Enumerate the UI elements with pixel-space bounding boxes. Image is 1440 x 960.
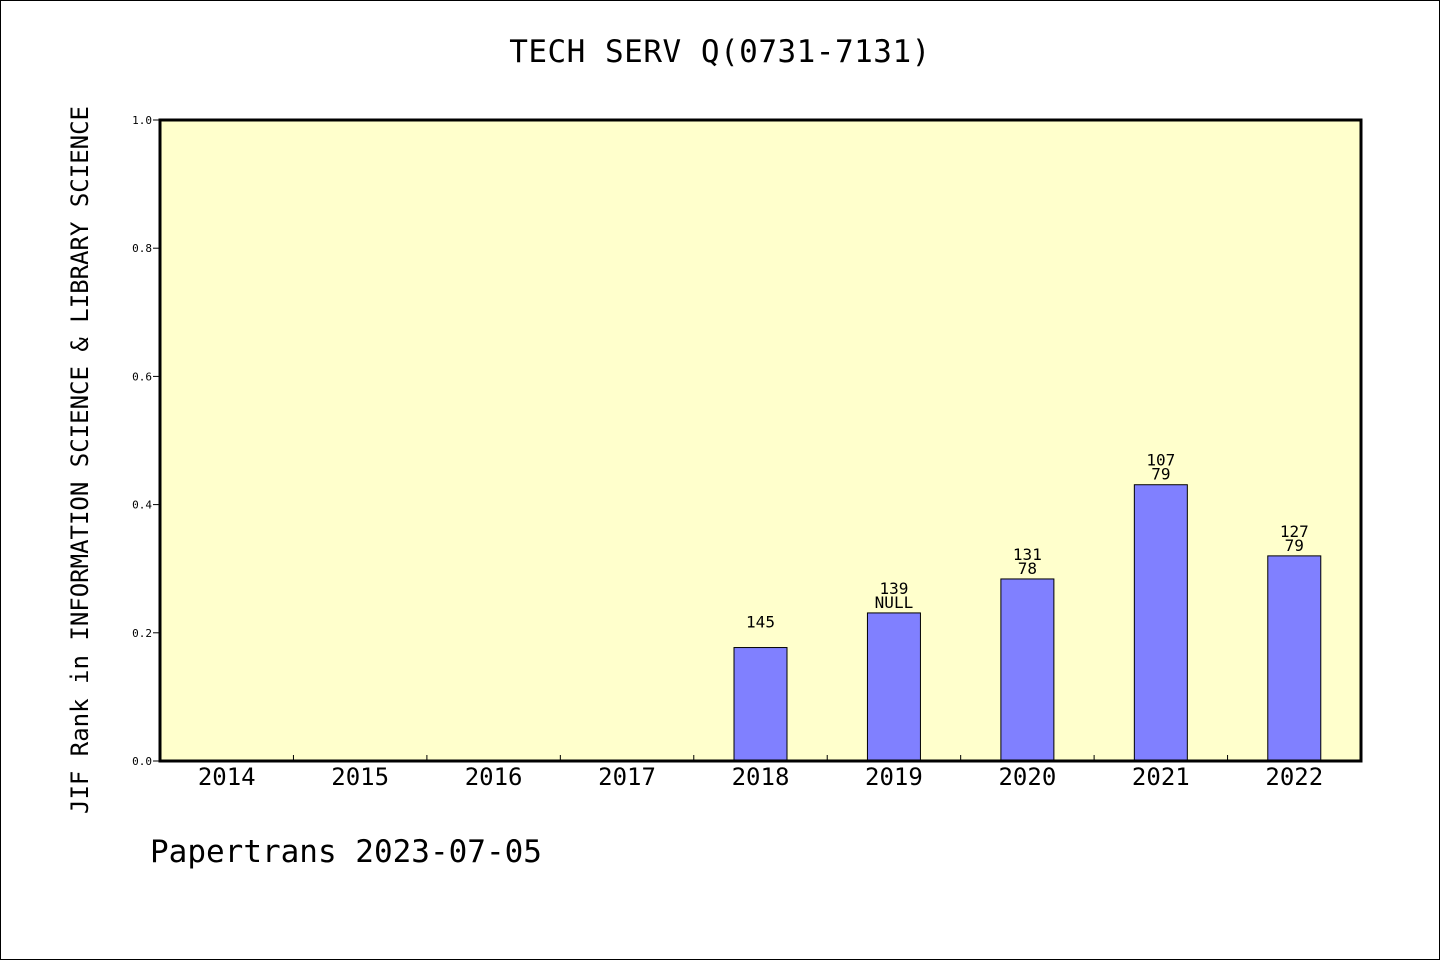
bar-label: 145: [746, 613, 775, 632]
x-tick-label: 2018: [732, 763, 790, 791]
bar-2021: [1133, 484, 1188, 762]
x-axis: 2014 2015 2016 2017 2018 2019 2020 2021 2022: [198, 755, 1323, 791]
bar-label-bottom: 78: [1018, 559, 1037, 578]
x-tick-label: 2021: [1132, 763, 1190, 791]
x-tick-label: 2015: [331, 763, 389, 791]
x-tick-label: 2017: [598, 763, 656, 791]
bar-label-bottom: 79: [1151, 465, 1170, 484]
bar-label-bottom: 79: [1285, 536, 1304, 555]
y-tick-label: 1.0: [132, 114, 152, 127]
bar-2018: [733, 647, 788, 762]
y-tick-label: 0.2: [132, 627, 152, 640]
footer-credit: Papertrans 2023-07-05: [150, 834, 542, 870]
bar-label-top: 127: [1280, 522, 1309, 541]
x-tick-label: 2019: [865, 763, 923, 791]
x-tick-label: 2022: [1265, 763, 1323, 791]
bar-label-top: 107: [1146, 451, 1175, 470]
y-axis: 0.0 0.2 0.4 0.6 0.8 1.0: [132, 114, 160, 768]
x-tick-label: 2016: [465, 763, 523, 791]
y-tick-label: 0.0: [132, 755, 152, 768]
bars: [733, 484, 1322, 762]
bar-2019: [866, 612, 921, 762]
y-tick-label: 0.6: [132, 370, 152, 383]
bar-label-top: 131: [1013, 545, 1042, 564]
y-tick-label: 0.8: [132, 242, 152, 255]
bar-label-top: 139: [879, 579, 908, 598]
bar-2020: [1000, 578, 1055, 762]
y-tick-label: 0.4: [132, 499, 152, 512]
x-tick-label: 2014: [198, 763, 256, 791]
x-tick-label: 2020: [998, 763, 1056, 791]
plot-border: [158, 118, 1363, 763]
bar-2022: [1267, 555, 1322, 762]
bar-label-bottom: NULL: [875, 593, 914, 612]
chart-title: TECH SERV Q(0731-7131): [509, 34, 931, 70]
